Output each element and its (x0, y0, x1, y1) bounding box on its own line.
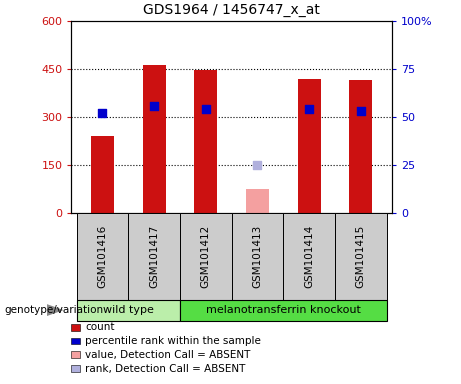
Bar (297, 79, 321, 213)
Text: percentile rank within the sample: percentile rank within the sample (85, 336, 261, 346)
Bar (335, 213, 387, 300)
Bar (128, 213, 180, 300)
Point (254, 162, 261, 168)
Text: rank, Detection Call = ABSENT: rank, Detection Call = ABSENT (85, 364, 246, 374)
Bar (180, 213, 231, 300)
Text: GSM101415: GSM101415 (356, 225, 366, 288)
Text: melanotransferrin knockout: melanotransferrin knockout (206, 305, 361, 315)
Text: GSM101412: GSM101412 (201, 225, 211, 288)
Text: GSM101417: GSM101417 (149, 225, 159, 288)
Bar (77, 213, 128, 300)
Bar (194, 70, 218, 213)
Text: genotype/variation: genotype/variation (5, 305, 104, 315)
Text: GSM101413: GSM101413 (253, 225, 262, 288)
Text: count: count (85, 322, 115, 332)
Point (99, 110, 106, 116)
Bar (349, 80, 372, 213)
Point (202, 106, 209, 113)
Polygon shape (47, 304, 64, 316)
Point (150, 103, 158, 109)
Bar (77, 300, 180, 321)
Bar (246, 189, 269, 213)
Bar (180, 300, 387, 321)
Bar (284, 213, 335, 300)
Text: GSM101414: GSM101414 (304, 225, 314, 288)
Title: GDS1964 / 1456747_x_at: GDS1964 / 1456747_x_at (143, 3, 320, 17)
Point (306, 106, 313, 113)
Point (357, 108, 365, 114)
Bar (231, 213, 284, 300)
Bar (142, 65, 166, 213)
Bar (91, 136, 114, 213)
Text: value, Detection Call = ABSENT: value, Detection Call = ABSENT (85, 350, 251, 360)
Text: wild type: wild type (103, 305, 154, 315)
Text: GSM101416: GSM101416 (97, 225, 107, 288)
